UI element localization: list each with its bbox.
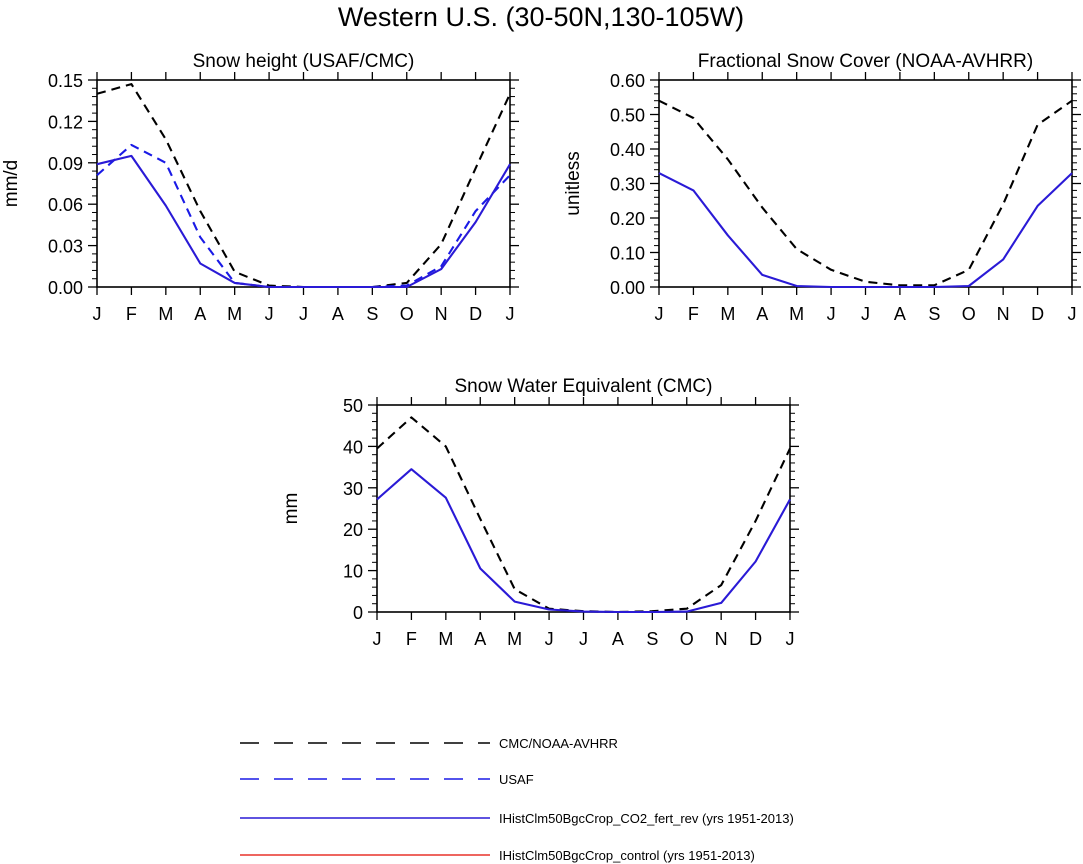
plot-frame xyxy=(658,79,1073,288)
x-tick-label: J xyxy=(373,629,382,649)
chart-panel-1: Snow height (USAF/CMC) J F M A M J J A S O N D J 0.00 0… xyxy=(1,51,519,324)
x-tick-label: A xyxy=(332,304,344,324)
legend-item: IHistClm50BgcCrop_control (yrs 1951-2013… xyxy=(240,848,755,863)
y-tick-label: 30 xyxy=(343,479,363,499)
series-line xyxy=(376,468,791,614)
x-tick-label: A xyxy=(612,629,624,649)
legend-item: USAF xyxy=(240,772,534,787)
series-line xyxy=(96,83,511,289)
x-tick-label: J xyxy=(786,629,795,649)
x-tick-label: N xyxy=(997,304,1010,324)
y-tick-label: 0.00 xyxy=(610,278,645,298)
legend-item: IHistClm50BgcCrop_CO2_fert_rev (yrs 1951… xyxy=(240,811,794,826)
series-line xyxy=(96,143,511,289)
panel-title: Snow height (USAF/CMC) xyxy=(193,51,415,72)
x-tick-label: M xyxy=(227,304,242,324)
x-tick-label: D xyxy=(749,629,762,649)
x-tick-label: N xyxy=(435,304,448,324)
y-tick-label: 0.50 xyxy=(610,106,645,126)
plot-frame xyxy=(96,79,511,288)
y-tick-label: 0.15 xyxy=(48,71,83,91)
legend-item: CMC/NOAA-AVHRR xyxy=(240,736,618,751)
y-tick-label: 40 xyxy=(343,437,363,457)
x-tick-label: A xyxy=(756,304,768,324)
x-tick-label: S xyxy=(366,304,378,324)
x-tick-label: N xyxy=(715,629,728,649)
y-tick-label: 20 xyxy=(343,520,363,540)
x-tick-label: D xyxy=(469,304,482,324)
x-tick-label: J xyxy=(861,304,870,324)
x-tick-label: J xyxy=(299,304,308,324)
y-tick-label: 0.10 xyxy=(610,244,645,264)
y-tick-label: 0.00 xyxy=(48,278,83,298)
y-tick-label: 50 xyxy=(343,396,363,416)
x-tick-label: M xyxy=(720,304,735,324)
y-tick-label: 0.20 xyxy=(610,209,645,229)
y-tick-label: 0.40 xyxy=(610,140,645,160)
x-tick-label: O xyxy=(962,304,976,324)
series-line xyxy=(96,154,511,289)
x-tick-label: J xyxy=(545,629,554,649)
x-tick-label: J xyxy=(265,304,274,324)
series-line xyxy=(658,172,1073,289)
series-line xyxy=(376,416,791,614)
x-tick-label: O xyxy=(680,629,694,649)
x-tick-label: J xyxy=(579,629,588,649)
x-tick-label: F xyxy=(406,629,417,649)
chart-panel-2: Fractional Snow Cover (NOAA-AVHRR) J F M A M J… xyxy=(563,51,1081,324)
y-tick-label: 0.30 xyxy=(610,175,645,195)
y-tick-label: 0.03 xyxy=(48,237,83,257)
x-tick-label: S xyxy=(928,304,940,324)
x-tick-label: D xyxy=(1031,304,1044,324)
legend: CMC/NOAA-AVHRR USAF IHistClm50BgcCrop_CO2_… xyxy=(240,736,794,863)
panel-title: Fractional Snow Cover (NOAA-AVHRR) xyxy=(698,51,1033,72)
panel-title: Snow Water Equivalent (CMC) xyxy=(455,376,713,397)
y-tick-label: 0.06 xyxy=(48,195,83,215)
x-tick-label: J xyxy=(93,304,102,324)
y-tick-label: 10 xyxy=(343,562,363,582)
y-tick-label: 0 xyxy=(353,603,363,623)
series-line xyxy=(658,99,1073,287)
x-tick-label: A xyxy=(194,304,206,324)
y-axis-label: unitless xyxy=(563,151,584,215)
legend-label: CMC/NOAA-AVHRR xyxy=(499,736,618,751)
x-tick-label: J xyxy=(655,304,664,324)
plot-frame xyxy=(376,404,791,613)
y-axis-label: mm xyxy=(281,493,302,525)
x-tick-label: F xyxy=(126,304,137,324)
x-tick-label: A xyxy=(474,629,486,649)
x-tick-label: J xyxy=(827,304,836,324)
legend-label: IHistClm50BgcCrop_CO2_fert_rev (yrs 1951… xyxy=(499,811,794,826)
x-tick-label: M xyxy=(438,629,453,649)
x-tick-label: J xyxy=(1068,304,1077,324)
x-tick-label: F xyxy=(688,304,699,324)
x-tick-label: A xyxy=(894,304,906,324)
legend-label: IHistClm50BgcCrop_control (yrs 1951-2013… xyxy=(499,848,755,863)
x-tick-label: M xyxy=(507,629,522,649)
x-tick-label: J xyxy=(506,304,515,324)
x-tick-label: M xyxy=(158,304,173,324)
chart-panels: Snow height (USAF/CMC) J F M A M J J A S O N D J 0.00 0… xyxy=(1,51,1081,649)
chart-panel-3: Snow Water Equivalent (CMC) J F M A M J J A S O N D J… xyxy=(281,376,799,649)
y-axis-label: mm/d xyxy=(1,160,22,208)
figure-title: Western U.S. (30-50N,130-105W) xyxy=(338,2,744,32)
x-tick-label: O xyxy=(400,304,414,324)
y-tick-label: 0.12 xyxy=(48,112,83,132)
x-tick-label: M xyxy=(789,304,804,324)
y-tick-label: 0.09 xyxy=(48,154,83,174)
legend-label: USAF xyxy=(499,772,534,787)
x-tick-label: S xyxy=(646,629,658,649)
y-tick-label: 0.60 xyxy=(610,71,645,91)
